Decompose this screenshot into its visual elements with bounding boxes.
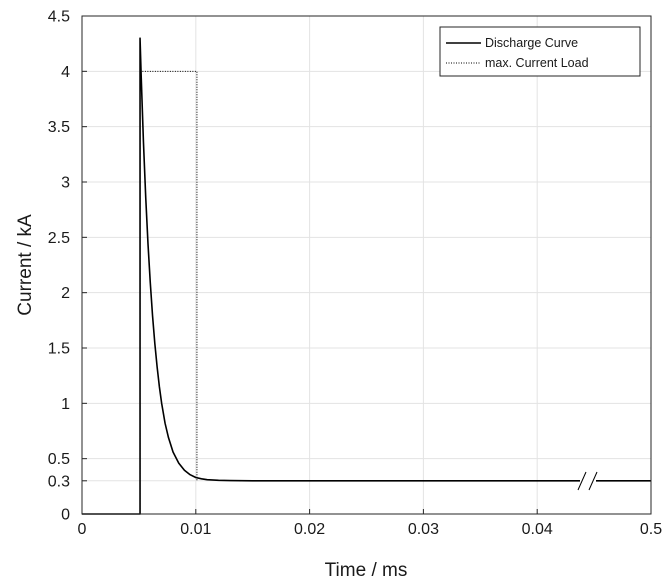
y-tick-label: 0 (61, 507, 70, 524)
legend-label-max-current-load: max. Current Load (485, 56, 589, 70)
y-tick-label: 1 (61, 396, 70, 413)
x-axis-break-marker (577, 471, 598, 491)
y-axis-ticks: 0 0.3 0.5 1 1.5 2 2.5 3 3.5 4 4.5 (48, 9, 87, 524)
y-tick-label: 3.5 (48, 119, 70, 136)
x-tick-label: 0.02 (294, 521, 325, 538)
y-tick-label: 4.5 (48, 9, 70, 26)
series-line-discharge-curve (82, 37, 651, 515)
legend-box (439, 26, 641, 77)
x-tick-label: 0 (78, 521, 87, 538)
x-tick-label: 0.01 (180, 521, 211, 538)
y-tick-label: 3 (61, 175, 70, 192)
y-tick-label: 2.5 (48, 230, 70, 247)
y-axis-label: Current / kA (15, 214, 36, 316)
x-tick-label: 0.04 (522, 521, 553, 538)
legend: Discharge Curve max. Current Load (439, 26, 641, 77)
x-axis-label: Time / ms (325, 560, 408, 581)
plot-area (82, 16, 651, 514)
series-layer (82, 37, 651, 515)
plot-frame (81, 15, 652, 515)
legend-label-discharge-curve: Discharge Curve (485, 36, 578, 50)
y-tick-label: 0.5 (48, 451, 70, 468)
y-tick-label: 2 (61, 285, 70, 302)
y-tick-label: 4 (61, 64, 70, 81)
y-tick-label: 1.5 (48, 341, 70, 358)
x-tick-label: 0.03 (408, 521, 439, 538)
x-tick-label: 0.5 (640, 521, 662, 538)
x-axis-ticks: 0 0.01 0.02 0.03 0.04 0.5 (78, 509, 662, 538)
y-tick-label: 0.3 (48, 473, 70, 490)
